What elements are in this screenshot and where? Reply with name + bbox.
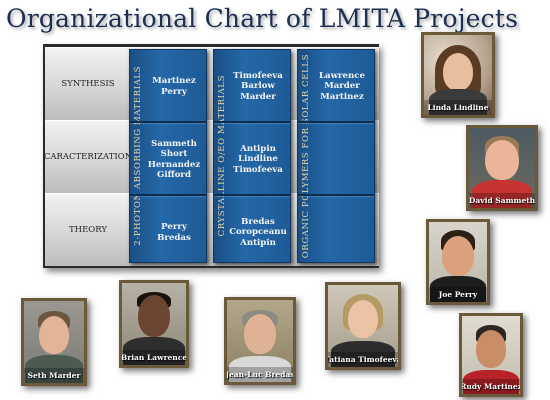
photo-david-sammeth: David Sammeth (466, 125, 538, 211)
cell: Antipin Lindline Timofeeva (233, 143, 283, 175)
cell: Sammeth Short Hernandez Gifford (147, 138, 201, 181)
page-title: Organizational Chart of LMITA Projects (6, 4, 519, 33)
row-label: CARACTERIZATION (43, 152, 133, 162)
photo-caption: Jean-Luc Bredas (227, 367, 293, 382)
photo-caption: Linda Lindline (424, 100, 492, 115)
photo-caption: Joe Perry (429, 287, 487, 302)
photo-seth-marder: Seth Marder (21, 298, 87, 386)
cell-divider (130, 194, 206, 196)
photo-caption: Brian Lawrence (122, 350, 186, 365)
cell-divider (130, 121, 206, 123)
cell: Lawrence Marder Martinez (319, 70, 365, 102)
photo-tatiana-timofeeva: Tatiana Timofeeva (325, 282, 401, 370)
row-label: SYNTHESIS (61, 79, 115, 89)
cell: Perry Bredas (157, 222, 191, 243)
column-2-photon: 2-PHOTON ABSORBING MATERIALS Martinez Per… (129, 49, 207, 263)
cell: Martinez Perry (152, 76, 196, 97)
photo-caption: Rudy Martinez (462, 379, 520, 394)
cell-divider (298, 194, 374, 196)
org-chart: SYNTHESIS CARACTERIZATION THEORY 2-PHOTO… (43, 44, 379, 268)
cell: Bredas Coropceanu Antipin (229, 216, 287, 248)
cell-divider (214, 194, 290, 196)
photo-caption: Tatiana Timofeeva (328, 352, 398, 367)
cell-divider (298, 121, 374, 123)
photo-brian-lawrence: Brian Lawrence (119, 280, 189, 368)
photo-caption: Seth Marder (24, 368, 84, 383)
photo-rudy-martinez: Rudy Martinez (459, 313, 523, 397)
photo-linda-lindline: Linda Lindline (421, 32, 495, 118)
cell: Timofeeva Barlow Marder (233, 70, 283, 102)
photo-joe-perry: Joe Perry (426, 219, 490, 305)
photo-jean-luc-bredas: Jean-Luc Bredas (224, 297, 296, 385)
column-crystalline: CRYSTALLINE O/EO MATERIALS Timofeeva Barl… (213, 49, 291, 263)
row-label: THEORY (68, 225, 107, 235)
cell-divider (214, 121, 290, 123)
photo-caption: David Sammeth (469, 193, 535, 208)
column-organic-polymers: ORGANIC POLYMERS FOR SOLAR CELLS Lawrenc… (297, 49, 375, 263)
